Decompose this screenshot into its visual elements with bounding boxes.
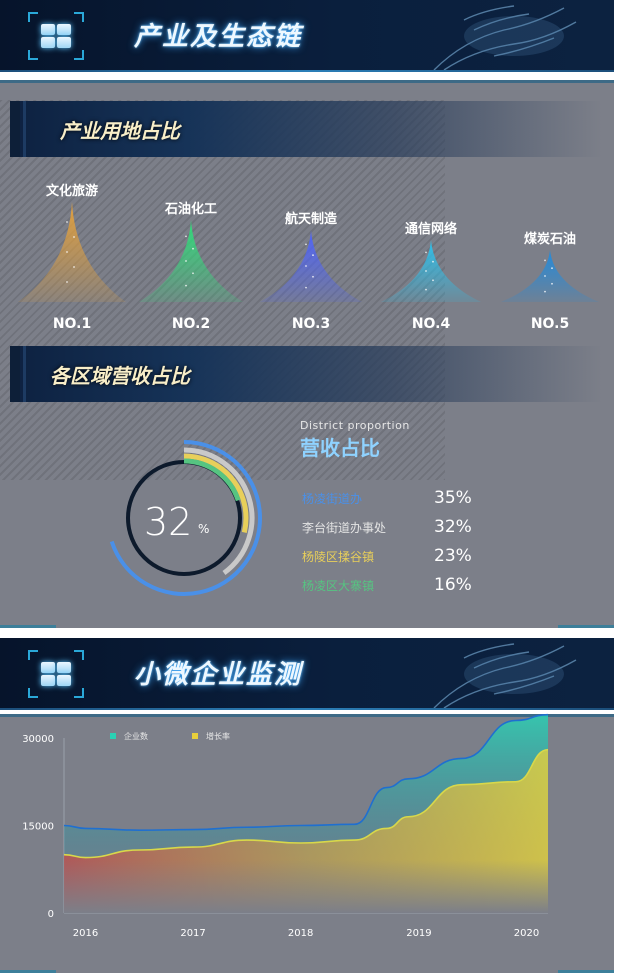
top-banner: 产业及生态链 — [0, 0, 614, 72]
legend-series-name: 企业数 — [124, 731, 148, 741]
legend-value: 35% — [434, 488, 472, 508]
industry-section-header: 产业用地占比 — [10, 101, 602, 157]
legend-value: 32% — [434, 517, 472, 537]
industry-cone — [138, 220, 244, 302]
industry-rank: NO.2 — [171, 316, 211, 332]
revenue-section-header: 各区域营收占比 — [10, 346, 602, 402]
y-tick-label: 30000 — [22, 734, 54, 745]
y-tick-label: 15000 — [22, 822, 54, 833]
ring-unit: % — [198, 522, 210, 536]
bottom-banner-title: 小微企业监测 — [134, 660, 303, 690]
legend-swatch — [192, 733, 198, 739]
legend-value: 16% — [434, 575, 472, 595]
industry-cone — [500, 250, 600, 302]
industry-label: 石油化工 — [164, 202, 217, 217]
ring-value: 32 — [144, 500, 193, 544]
top-banner-title: 产业及生态链 — [134, 22, 303, 52]
hand-decoration-icon — [433, 643, 577, 709]
ring-arc — [183, 447, 255, 576]
industry-section-title: 产业用地占比 — [60, 119, 180, 143]
industry-rank: NO.5 — [530, 316, 570, 332]
dashboard-logo-icon — [28, 12, 84, 60]
revenue-proportion-title: 营收占比 — [300, 436, 380, 460]
industry-cone — [259, 230, 363, 302]
dashboard-logo-icon — [28, 650, 84, 698]
bottom-banner: 小微企业监测 — [0, 638, 614, 710]
hand-decoration-icon — [433, 5, 577, 71]
legend-name: 杨凌街道办 — [302, 492, 363, 506]
industry-cone — [18, 202, 126, 302]
district-proportion-subtitle: District proportion — [300, 419, 410, 432]
ring-arc — [183, 458, 241, 502]
revenue-section-title: 各区域营收占比 — [50, 364, 190, 388]
industry-rank: NO.4 — [411, 316, 451, 332]
industry-label: 文化旅游 — [45, 184, 98, 199]
industry-label: 航天制造 — [284, 212, 337, 227]
legend-name: 杨陵区揉谷镇 — [302, 550, 375, 564]
legend-series-name: 增长率 — [206, 731, 230, 741]
y-tick-label: 0 — [48, 909, 54, 920]
legend-value: 23% — [434, 546, 472, 566]
legend-name: 李台街道办事处 — [302, 521, 387, 535]
series-line — [63, 713, 549, 831]
industry-label: 煤炭石油 — [523, 232, 576, 247]
x-tick-label: 2016 — [73, 928, 98, 939]
x-tick-label: 2020 — [514, 928, 539, 939]
series-line — [63, 748, 549, 859]
legend-swatch — [110, 733, 116, 739]
x-tick-label: 2018 — [288, 928, 313, 939]
industry-rank: NO.1 — [52, 316, 92, 332]
x-tick-label: 2017 — [180, 928, 205, 939]
industry-rank: NO.3 — [291, 316, 331, 332]
legend-name: 杨凌区大寨镇 — [302, 579, 375, 593]
industry-cone — [380, 240, 482, 302]
ring-arc — [109, 440, 262, 596]
x-tick-label: 2019 — [406, 928, 431, 939]
ring-arc — [183, 453, 249, 534]
industry-label: 通信网络 — [404, 222, 457, 237]
revenue-ring-chart — [109, 440, 262, 596]
